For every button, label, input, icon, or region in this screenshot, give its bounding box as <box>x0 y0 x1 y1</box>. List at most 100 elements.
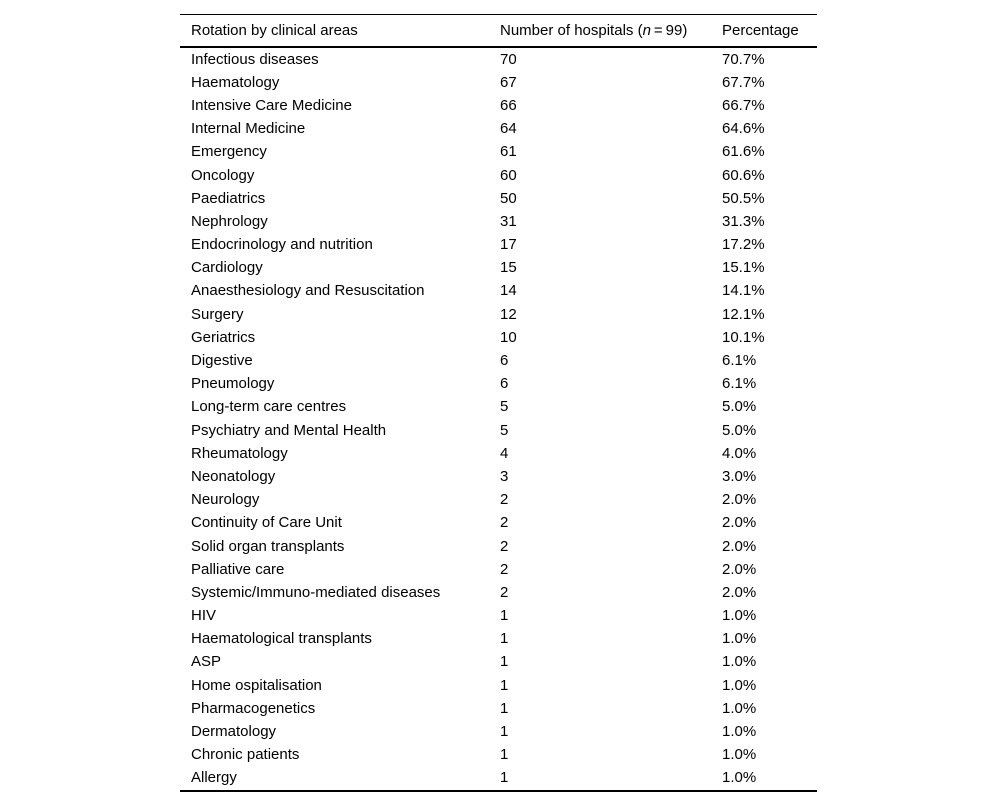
header-hospitals-n-italic: n <box>642 21 651 39</box>
table-row: Anaesthesiology and Resuscitation 14 14.… <box>180 279 817 302</box>
table-row: Neurology 2 2.0% <box>180 488 817 511</box>
cell-hospitals: 64 <box>500 120 517 138</box>
cell-clinical-area: Chronic patients <box>191 746 300 764</box>
table-row: Dermatology 1 1.0% <box>180 720 817 743</box>
table-row: Endocrinology and nutrition 17 17.2% <box>180 233 817 256</box>
cell-percentage: 2.0% <box>722 537 757 555</box>
cell-clinical-area: Surgery <box>191 305 244 323</box>
cell-hospitals: 1 <box>500 746 509 764</box>
cell-hospitals: 1 <box>500 653 509 671</box>
cell-hospitals: 3 <box>500 467 509 485</box>
table-row: Continuity of Care Unit 2 2.0% <box>180 511 817 534</box>
cell-percentage: 1.0% <box>722 746 757 764</box>
cell-clinical-area: Cardiology <box>191 259 263 277</box>
table-row: Allergy 1 1.0% <box>180 766 817 790</box>
cell-clinical-area: Haematology <box>191 73 280 91</box>
table-row: Rheumatology 4 4.0% <box>180 442 817 465</box>
table-row: Solid organ transplants 2 2.0% <box>180 534 817 557</box>
cell-hospitals: 31 <box>500 212 517 230</box>
cell-clinical-area: Endocrinology and nutrition <box>191 236 373 254</box>
rotation-table: Rotation by clinical areas Number of hos… <box>180 14 817 792</box>
table-body: Infectious diseases 70 70.7% Haematology… <box>180 47 817 791</box>
cell-hospitals: 14 <box>500 282 517 300</box>
cell-hospitals: 1 <box>500 630 509 648</box>
header-clinical-areas: Rotation by clinical areas <box>191 21 358 39</box>
cell-percentage: 3.0% <box>722 467 757 485</box>
table-row: HIV 1 1.0% <box>180 604 817 627</box>
table-row: Pharmacogenetics 1 1.0% <box>180 697 817 720</box>
cell-percentage: 1.0% <box>722 723 757 741</box>
cell-percentage: 1.0% <box>722 630 757 648</box>
cell-percentage: 2.0% <box>722 583 757 601</box>
cell-hospitals: 2 <box>500 560 509 578</box>
cell-clinical-area: Palliative care <box>191 560 285 578</box>
table-row: Digestive 6 6.1% <box>180 349 817 372</box>
cell-percentage: 1.0% <box>722 676 757 694</box>
table-row: Geriatrics 10 10.1% <box>180 326 817 349</box>
cell-hospitals: 2 <box>500 491 509 509</box>
cell-hospitals: 61 <box>500 143 517 161</box>
cell-hospitals: 1 <box>500 607 509 625</box>
table-row: Pneumology 6 6.1% <box>180 372 817 395</box>
header-row: Rotation by clinical areas Number of hos… <box>180 15 817 47</box>
table-row: ASP 1 1.0% <box>180 650 817 673</box>
cell-percentage: 61.6% <box>722 143 765 161</box>
cell-hospitals: 50 <box>500 189 517 207</box>
cell-clinical-area: Anaesthesiology and Resuscitation <box>191 282 425 300</box>
cell-clinical-area: Nephrology <box>191 212 268 230</box>
table-row: Oncology 60 60.6% <box>180 163 817 186</box>
cell-hospitals: 1 <box>500 723 509 741</box>
cell-percentage: 1.0% <box>722 607 757 625</box>
cell-hospitals: 10 <box>500 328 517 346</box>
cell-percentage: 6.1% <box>722 352 757 370</box>
cell-percentage: 67.7% <box>722 73 765 91</box>
cell-percentage: 5.0% <box>722 421 757 439</box>
cell-percentage: 15.1% <box>722 259 765 277</box>
cell-hospitals: 66 <box>500 96 517 114</box>
cell-clinical-area: Rheumatology <box>191 444 288 462</box>
table-row: Chronic patients 1 1.0% <box>180 743 817 766</box>
cell-percentage: 50.5% <box>722 189 765 207</box>
table-row: Internal Medicine 64 64.6% <box>180 117 817 140</box>
cell-percentage: 1.0% <box>722 699 757 717</box>
header-number-of-hospitals: Number of hospitals (n = 99) <box>500 15 722 47</box>
cell-percentage: 2.0% <box>722 491 757 509</box>
cell-hospitals: 4 <box>500 444 509 462</box>
cell-percentage: 66.7% <box>722 96 765 114</box>
cell-hospitals: 2 <box>500 583 509 601</box>
cell-hospitals: 6 <box>500 352 509 370</box>
cell-clinical-area: Continuity of Care Unit <box>191 514 342 532</box>
cell-hospitals: 6 <box>500 375 509 393</box>
table-row: Cardiology 15 15.1% <box>180 256 817 279</box>
table-row: Surgery 12 12.1% <box>180 303 817 326</box>
cell-clinical-area: Geriatrics <box>191 328 256 346</box>
cell-hospitals: 17 <box>500 236 517 254</box>
table-row: Systemic/Immuno-mediated diseases 2 2.0% <box>180 581 817 604</box>
cell-percentage: 12.1% <box>722 305 765 323</box>
cell-clinical-area: Solid organ transplants <box>191 537 345 555</box>
table-row: Home ospitalisation 1 1.0% <box>180 674 817 697</box>
table-row: Neonatology 3 3.0% <box>180 465 817 488</box>
cell-hospitals: 12 <box>500 305 517 323</box>
table-row: Nephrology 31 31.3% <box>180 210 817 233</box>
cell-hospitals: 60 <box>500 166 517 184</box>
cell-clinical-area: HIV <box>191 607 217 625</box>
cell-percentage: 17.2% <box>722 236 765 254</box>
cell-clinical-area: Oncology <box>191 166 255 184</box>
cell-hospitals: 2 <box>500 537 509 555</box>
header-hospitals-prefix: Number of hospitals ( <box>500 21 643 39</box>
cell-clinical-area: Digestive <box>191 352 253 370</box>
cell-clinical-area: Intensive Care Medicine <box>191 96 352 114</box>
table-row: Paediatrics 50 50.5% <box>180 187 817 210</box>
cell-hospitals: 70 <box>500 50 517 68</box>
cell-percentage: 31.3% <box>722 212 765 230</box>
cell-hospitals: 1 <box>500 676 509 694</box>
header-percentage: Percentage <box>722 21 799 39</box>
cell-clinical-area: Paediatrics <box>191 189 266 207</box>
cell-percentage: 6.1% <box>722 375 757 393</box>
cell-clinical-area: Haematological transplants <box>191 630 372 648</box>
cell-clinical-area: Dermatology <box>191 723 277 741</box>
cell-hospitals: 5 <box>500 398 509 416</box>
cell-clinical-area: ASP <box>191 653 222 671</box>
cell-hospitals: 5 <box>500 421 509 439</box>
